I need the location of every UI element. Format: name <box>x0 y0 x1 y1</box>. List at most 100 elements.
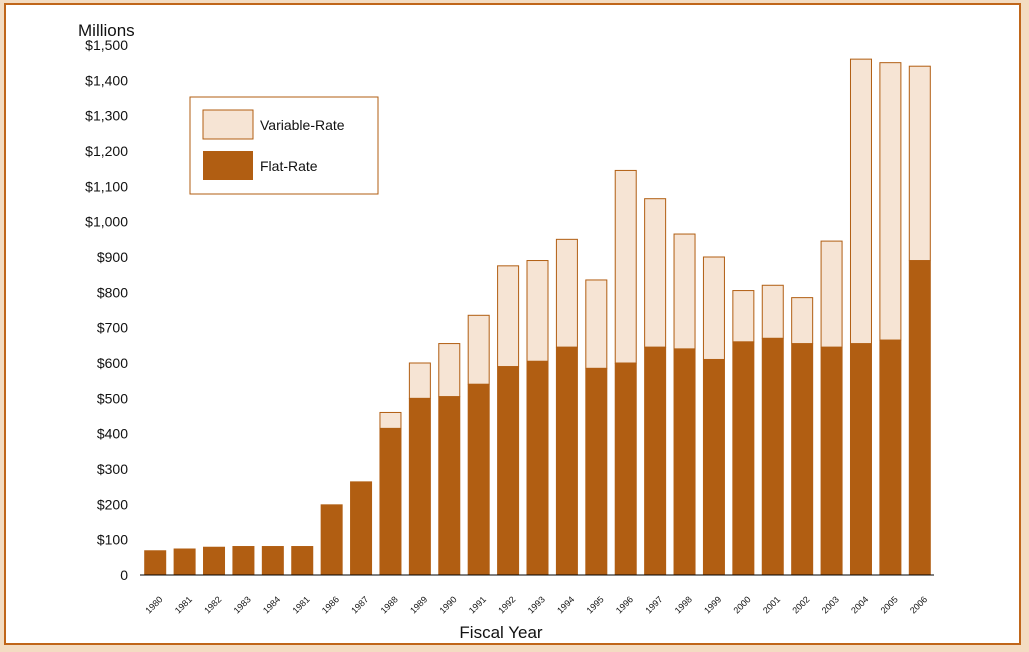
legend-label-flat-rate: Flat-Rate <box>260 158 318 174</box>
legend-label-variable-rate: Variable-Rate <box>260 117 345 133</box>
y-tick-label: $1,000 <box>85 214 128 230</box>
bar-flat-rate <box>408 398 431 575</box>
bar-variable-rate <box>408 362 431 399</box>
x-tick-label: 2000 <box>732 594 753 615</box>
y-tick-label: $1,300 <box>85 108 128 124</box>
x-tick-label: 1991 <box>467 594 488 615</box>
y-axis-title: Millions <box>78 21 135 40</box>
legend-swatch-flat-rate <box>203 151 253 180</box>
bar-flat-rate <box>144 550 167 575</box>
y-tick-label: $300 <box>97 461 128 477</box>
x-tick-label: 1986 <box>320 594 341 615</box>
x-tick-label: 1988 <box>379 594 400 615</box>
y-tick-label: $800 <box>97 284 128 300</box>
x-tick-label: 1987 <box>349 594 370 615</box>
x-tick-label: 1990 <box>437 594 458 615</box>
bar-variable-rate <box>732 290 755 343</box>
bar-flat-rate <box>879 340 902 575</box>
x-tick-label: 1980 <box>143 594 164 615</box>
y-tick-label: $1,100 <box>85 178 128 194</box>
x-tick-label: 2001 <box>761 594 782 615</box>
x-tick-label: 1983 <box>232 594 253 615</box>
bar-variable-rate <box>467 314 490 385</box>
bar-variable-rate <box>820 240 843 348</box>
y-tick-label: $700 <box>97 320 128 336</box>
bar-flat-rate <box>673 348 696 575</box>
y-axis-ticks: 0 $100 $200 $300 $400 $500 $600 $700 $800 $900 $1,… <box>85 37 128 583</box>
bar-variable-rate <box>497 265 520 368</box>
y-tick-label: $600 <box>97 355 128 371</box>
bar-variable-rate <box>614 169 637 364</box>
bar-variable-rate <box>673 233 696 350</box>
x-tick-label: 1994 <box>555 594 576 615</box>
bar-variable-rate <box>702 256 725 360</box>
bar-flat-rate <box>350 481 373 575</box>
legend: Variable-Rate Flat-Rate <box>189 96 379 195</box>
x-axis-title: Fiscal Year <box>459 623 542 642</box>
bar-flat-rate <box>438 396 461 575</box>
bar-flat-rate <box>555 347 578 575</box>
x-tick-label: 1981 <box>290 594 311 615</box>
x-tick-label: 1984 <box>261 594 282 615</box>
y-tick-label: $400 <box>97 426 128 442</box>
x-tick-label: 1993 <box>526 594 547 615</box>
x-tick-label: 1992 <box>496 594 517 615</box>
bar-flat-rate <box>849 343 872 575</box>
legend-swatch-variable-rate <box>202 109 254 140</box>
bar-variable-rate <box>879 62 902 341</box>
bar-flat-rate <box>791 343 814 575</box>
bar-flat-rate <box>761 338 784 575</box>
y-tick-label: $200 <box>97 496 128 512</box>
x-tick-label: 2003 <box>820 594 841 615</box>
bar-flat-rate <box>526 361 549 575</box>
y-tick-label: $900 <box>97 249 128 265</box>
x-tick-label: 2006 <box>908 594 929 615</box>
bar-flat-rate <box>232 546 255 575</box>
x-tick-label: 2004 <box>849 594 870 615</box>
bar-variable-rate <box>849 58 872 345</box>
x-tick-label: 1997 <box>643 594 664 615</box>
bar-flat-rate <box>820 347 843 575</box>
x-axis-ticks: 1980 1981 1982 1983 1984 1981 1986 1987 1988 1989… <box>143 594 929 615</box>
bar-flat-rate <box>173 548 196 575</box>
bars <box>144 58 931 575</box>
bar-variable-rate <box>644 198 667 348</box>
bar-variable-rate <box>526 260 549 362</box>
x-tick-label: 1989 <box>408 594 429 615</box>
bar-flat-rate <box>732 341 755 575</box>
x-tick-label: 1998 <box>673 594 694 615</box>
x-tick-label: 1996 <box>614 594 635 615</box>
bar-flat-rate <box>203 546 226 575</box>
bar-flat-rate <box>497 366 520 575</box>
x-tick-label: 2002 <box>790 594 811 615</box>
y-tick-label: $1,400 <box>85 72 128 88</box>
x-tick-label: 1982 <box>202 594 223 615</box>
y-tick-label: $1,500 <box>85 37 128 53</box>
x-tick-label: 2005 <box>879 594 900 615</box>
bar-variable-rate <box>379 411 402 429</box>
x-tick-label: 1999 <box>702 594 723 615</box>
bar-variable-rate <box>791 297 814 345</box>
bar-flat-rate <box>379 428 402 575</box>
bar-variable-rate <box>908 65 931 262</box>
y-tick-label: $500 <box>97 390 128 406</box>
x-tick-label: 1995 <box>584 594 605 615</box>
bar-flat-rate <box>614 363 637 575</box>
bar-flat-rate <box>585 368 608 575</box>
y-tick-label: $1,200 <box>85 143 128 159</box>
x-tick-label: 1981 <box>173 594 194 615</box>
bar-flat-rate <box>702 359 725 575</box>
bar-variable-rate <box>761 284 784 339</box>
y-tick-label: $100 <box>97 532 128 548</box>
bar-variable-rate <box>585 279 608 369</box>
bar-variable-rate <box>555 238 578 348</box>
bar-flat-rate <box>320 504 343 575</box>
bar-variable-rate <box>438 343 461 398</box>
bar-flat-rate <box>908 260 931 575</box>
y-tick-label: 0 <box>120 567 128 583</box>
bar-flat-rate <box>261 546 284 575</box>
bar-flat-rate <box>467 384 490 575</box>
bar-flat-rate <box>644 347 667 575</box>
bar-flat-rate <box>291 546 314 575</box>
